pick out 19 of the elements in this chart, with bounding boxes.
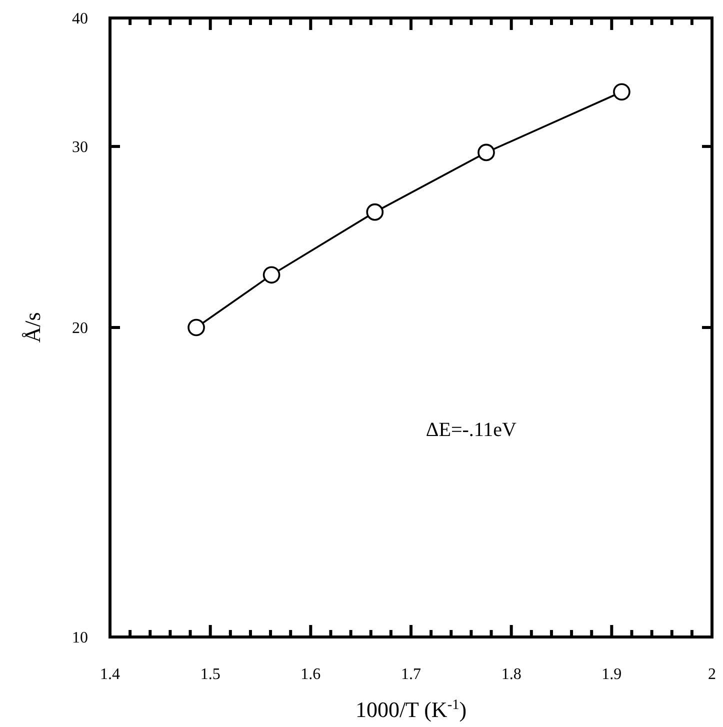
y-tick-label: 20	[72, 320, 88, 338]
y-tick-label: 10	[72, 630, 88, 647]
point	[188, 318, 205, 336]
x-tick-label: 1.8	[501, 666, 522, 683]
x-tick-label: 1.6	[300, 666, 321, 683]
point	[478, 144, 495, 162]
y-axis-title: Å/s	[20, 312, 45, 343]
x-tick-label: 1.9	[602, 666, 622, 683]
x-axis-title: 1000/T (K$^{-1}$)	[355, 697, 467, 722]
x-tick-label: 2	[708, 666, 716, 683]
x-tick-label: 1.4	[100, 666, 120, 683]
y-tick-label: 40	[72, 10, 88, 28]
y-tick-label: 30	[72, 139, 88, 156]
point	[262, 266, 280, 284]
x-tick-label: 1.7	[401, 666, 421, 683]
point	[613, 83, 630, 101]
point	[366, 203, 384, 221]
annotation: ΔE=-.11eV	[426, 418, 518, 441]
x-tick-label: 1.5	[200, 666, 220, 683]
